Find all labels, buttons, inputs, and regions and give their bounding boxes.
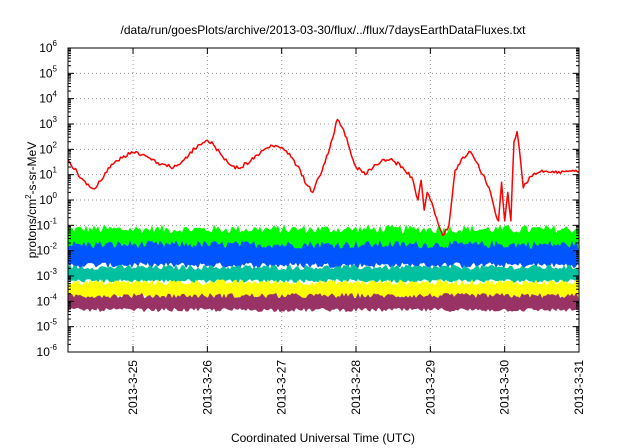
y-tick-label: 10-5 bbox=[37, 318, 58, 334]
y-tick-label: 106 bbox=[39, 39, 57, 55]
band-series-fill bbox=[67, 264, 579, 283]
y-axis-ticks: 10-6 10-5 10-4 10-3 10-2 10-1 100 101 102 103 104 1… bbox=[37, 39, 579, 359]
x-tick-label: 2013-3-30 bbox=[498, 360, 512, 415]
y-tick-label: 10-6 bbox=[37, 343, 58, 359]
x-tick-label: 2013-3-27 bbox=[275, 360, 289, 415]
x-tick-label: 2013-3-28 bbox=[349, 360, 363, 415]
y-tick-label: 10-2 bbox=[37, 242, 58, 258]
band-series bbox=[67, 224, 579, 313]
chart-title: /data/run/goesPlots/archive/2013-03-30/f… bbox=[121, 23, 527, 37]
y-tick-label: 101 bbox=[39, 166, 57, 182]
y-tick-label: 10-1 bbox=[37, 216, 58, 232]
x-axis-ticks: 2013-3-25 2013-3-26 2013-3-27 2013-3-28 2013… bbox=[126, 48, 586, 415]
series-line bbox=[67, 118, 580, 237]
y-tick-label: 105 bbox=[39, 64, 57, 80]
y-tick-label: 102 bbox=[39, 140, 57, 156]
y-tick-label: 100 bbox=[39, 191, 57, 207]
line-series bbox=[67, 118, 580, 237]
band-series-fill bbox=[67, 240, 579, 269]
y-tick-label: 10-3 bbox=[37, 267, 58, 283]
x-tick-label: 2013-3-26 bbox=[200, 360, 214, 415]
y-tick-label: 10-4 bbox=[37, 292, 58, 308]
x-tick-label: 2013-3-31 bbox=[572, 360, 586, 415]
x-tick-label: 2013-3-29 bbox=[423, 360, 437, 415]
y-axis-label: protons/cm2-s-sr-MeV bbox=[24, 142, 39, 258]
y-tick-label: 103 bbox=[39, 115, 57, 131]
band-series-fill bbox=[67, 292, 579, 313]
x-axis-label: Coordinated Universal Time (UTC) bbox=[231, 431, 415, 445]
y-tick-label: 104 bbox=[39, 90, 57, 106]
x-tick-label: 2013-3-25 bbox=[126, 360, 140, 415]
